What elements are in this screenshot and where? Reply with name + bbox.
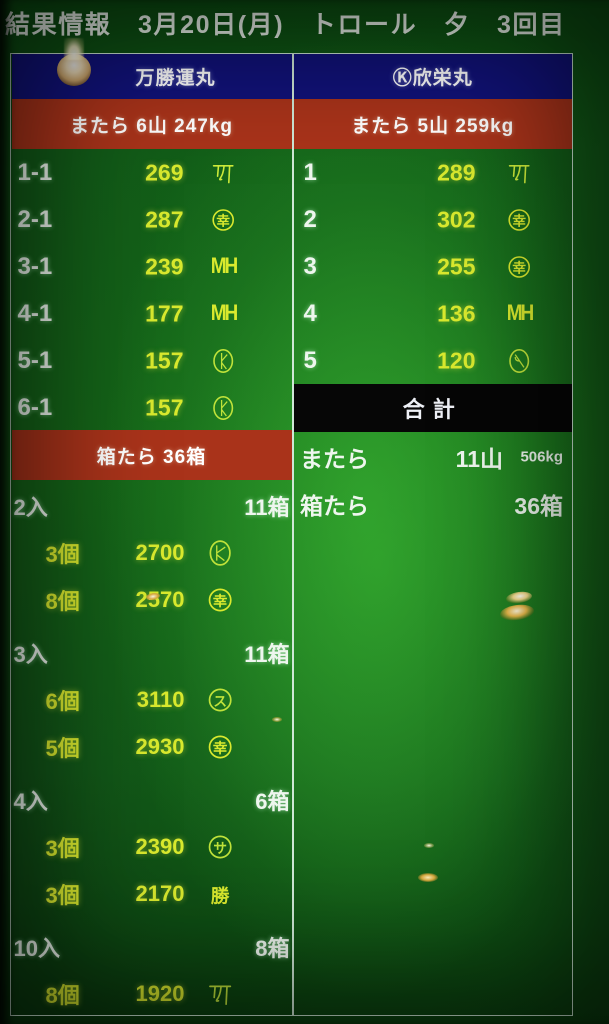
svg-text:勝: 勝 (210, 885, 229, 906)
svg-text:幸: 幸 (512, 259, 526, 275)
svg-text:幸: 幸 (212, 592, 227, 609)
svg-text:ス: ス (213, 693, 227, 708)
svg-text:サ: サ (213, 840, 227, 855)
svg-text:幸: 幸 (216, 212, 230, 228)
svg-text:幸: 幸 (212, 739, 227, 756)
svg-text:幸: 幸 (512, 212, 526, 228)
